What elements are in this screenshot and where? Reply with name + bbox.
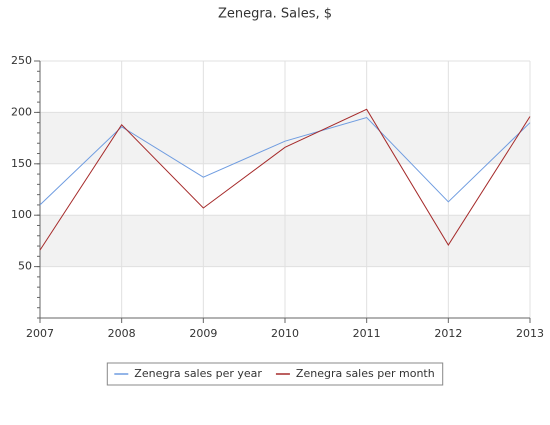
y-tick-label: 150 — [11, 157, 32, 170]
x-tick-label: 2010 — [271, 327, 299, 340]
series-line — [39, 108, 531, 251]
legend: Zenegra sales per year Zenegra sales per … — [106, 362, 444, 386]
x-tick-label: 2008 — [108, 327, 136, 340]
series-line — [39, 116, 531, 206]
y-tick-label: 250 — [11, 54, 32, 67]
y-tick-label: 100 — [11, 208, 32, 221]
x-tick-label: 2012 — [434, 327, 462, 340]
legend-box — [106, 362, 444, 386]
y-tick-label: 50 — [18, 260, 32, 273]
legend-label: Zenegra sales per year — [134, 367, 262, 380]
x-tick-label: 2007 — [26, 327, 54, 340]
x-tick-label: 2009 — [189, 327, 217, 340]
legend-label: Zenegra sales per month — [296, 367, 435, 380]
x-tick-label: 2013 — [516, 327, 544, 340]
x-tick-label: 2011 — [353, 327, 381, 340]
y-tick-label: 200 — [11, 105, 32, 118]
chart-title: Zenegra. Sales, $ — [218, 7, 332, 22]
